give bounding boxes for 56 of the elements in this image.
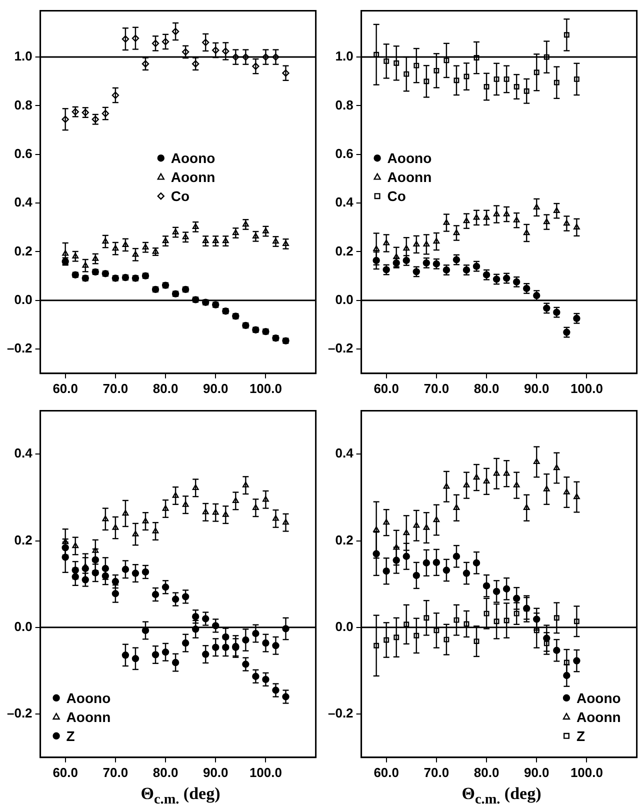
- x-tick-label: 70.0: [424, 380, 450, 396]
- y-tick-label: –0.2: [6, 706, 32, 721]
- legend-label: Z: [66, 728, 76, 744]
- x-tick-label: 100.0: [249, 764, 282, 780]
- x-tick-label: 90.0: [524, 380, 550, 396]
- y-tick-label: 0.2: [14, 243, 32, 258]
- x-axis-title: Θ$_{c.m.}$ (deg): [140, 784, 222, 810]
- legend-label: Aoonn: [66, 708, 111, 725]
- y-tick-label: 0.2: [335, 243, 354, 258]
- x-tick-label: 100.0: [249, 380, 282, 396]
- y-tick-label: 0.6: [14, 146, 32, 161]
- y-tick-label: 0.8: [335, 97, 354, 112]
- x-tick-label: 100.0: [570, 764, 603, 780]
- x-tick-label: 90.0: [524, 764, 550, 780]
- y-tick-label: –0.2: [328, 340, 354, 356]
- x-tick-label: 80.0: [474, 380, 500, 396]
- x-axis-title: Θ$_{c.m.}$ (deg): [460, 784, 542, 810]
- y-tick-label: 0.0: [14, 292, 32, 307]
- x-tick-label: 70.0: [102, 380, 128, 396]
- y-tick-label: 0.0: [335, 292, 354, 307]
- legend-label: Aoono: [387, 150, 432, 166]
- legend-label: Co: [170, 188, 190, 204]
- legend-label: Aoonn: [576, 708, 621, 725]
- legend-label: Z: [576, 728, 586, 744]
- x-tick-label: 60.0: [52, 764, 78, 780]
- x-tick-label: 70.0: [424, 764, 450, 780]
- x-tick-label: 60.0: [374, 764, 400, 780]
- x-tick-label: 100.0: [570, 380, 603, 396]
- x-tick-label: 80.0: [474, 764, 500, 780]
- y-tick-label: 0.2: [14, 532, 32, 548]
- x-tick-label: 80.0: [152, 764, 178, 780]
- x-tick-label: 80.0: [152, 380, 178, 396]
- y-tick-label: 0.2: [335, 532, 354, 548]
- y-tick-label: –0.2: [328, 706, 354, 721]
- y-tick-label: 0.0: [335, 619, 354, 634]
- x-tick-label: 60.0: [374, 380, 400, 396]
- x-tick-label: 90.0: [202, 380, 228, 396]
- legend-label: Aoono: [66, 690, 111, 706]
- y-tick-label: –0.2: [6, 340, 32, 356]
- legend-label: Co: [387, 188, 406, 204]
- y-tick-label: 1.0: [14, 48, 32, 64]
- x-tick-label: 60.0: [52, 380, 78, 396]
- x-tick-label: 70.0: [102, 764, 128, 780]
- x-tick-label: 90.0: [202, 764, 228, 780]
- y-tick-label: 0.8: [14, 97, 32, 112]
- y-tick-label: 0.4: [14, 194, 34, 210]
- legend-label: Aoono: [170, 150, 216, 166]
- y-tick-label: 0.0: [14, 619, 32, 634]
- y-tick-label: 0.4: [335, 446, 354, 461]
- legend-label: Aoonn: [170, 168, 216, 185]
- y-tick-label: 0.4: [335, 194, 354, 210]
- legend-label: Aoonn: [387, 168, 432, 185]
- y-tick-label: 0.4: [14, 446, 34, 461]
- y-tick-label: 0.6: [335, 146, 354, 161]
- legend-label: Aoono: [576, 690, 621, 706]
- y-tick-label: 1.0: [335, 48, 354, 64]
